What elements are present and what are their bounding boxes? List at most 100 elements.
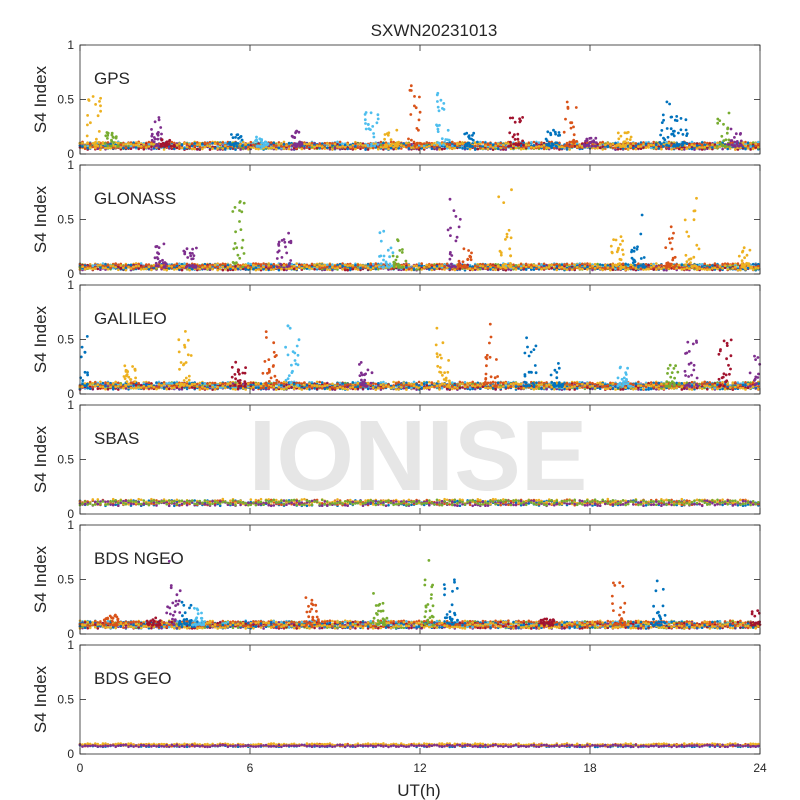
data-point [198, 143, 202, 146]
spike-point [513, 120, 517, 124]
data-point [366, 148, 370, 151]
data-point [91, 264, 95, 268]
data-point [461, 142, 464, 145]
data-point [338, 145, 342, 149]
spike-point [722, 139, 726, 143]
spike-point [628, 144, 632, 148]
spike-point [733, 136, 736, 139]
spike-point [386, 133, 390, 137]
data-point [629, 142, 633, 145]
data-point [178, 142, 181, 145]
data-point [611, 146, 615, 150]
spike-point [98, 100, 101, 103]
data-point [359, 145, 362, 149]
spike-point [622, 140, 626, 144]
data-point [438, 267, 441, 271]
spike-point [549, 133, 553, 137]
data-point [438, 148, 441, 151]
data-point [132, 141, 135, 144]
spike-point [153, 137, 157, 141]
data-point [667, 144, 671, 148]
spike-point [94, 103, 97, 106]
spike-point [589, 141, 592, 145]
spike-point [372, 135, 376, 139]
spike-point [518, 120, 522, 124]
data-point [601, 148, 604, 151]
data-point [134, 143, 138, 147]
data-point [494, 141, 497, 145]
data-point [387, 147, 390, 151]
data-point [106, 141, 110, 144]
spike-point [545, 143, 549, 147]
data-point [611, 142, 615, 146]
data-point [180, 146, 184, 150]
spike-point [157, 116, 161, 119]
spike-point [418, 95, 421, 99]
spike-point [662, 118, 665, 122]
data-point [216, 142, 219, 145]
spike-point [467, 141, 471, 145]
data-point [211, 141, 214, 145]
data-point [530, 141, 533, 144]
data-point [509, 147, 513, 151]
spike-point [106, 144, 110, 148]
data-point [754, 142, 757, 145]
data-point [744, 144, 747, 148]
spike-point [557, 131, 561, 134]
data-point [445, 145, 449, 148]
data-point [466, 147, 469, 151]
data-point [535, 142, 538, 145]
spike-point [87, 98, 90, 102]
data-point [269, 146, 273, 149]
data-point [634, 142, 638, 145]
data-point [300, 147, 304, 151]
data-point [428, 141, 431, 145]
spike-point [409, 84, 413, 88]
data-point [601, 140, 604, 144]
data-point [282, 140, 286, 144]
data-point [522, 147, 525, 151]
data-point [226, 146, 230, 150]
data-point [652, 143, 655, 147]
data-point [473, 147, 477, 150]
spike-point [163, 142, 166, 146]
data-point [655, 143, 658, 146]
data-point [596, 147, 599, 150]
spike-point [110, 131, 114, 135]
data-point [188, 146, 191, 150]
data-point [553, 147, 556, 150]
data-point [379, 140, 383, 144]
spike-point [659, 133, 662, 137]
data-point [700, 146, 704, 149]
spike-point [413, 95, 416, 98]
data-point [145, 146, 148, 149]
data-point [575, 146, 579, 149]
spike-point [569, 144, 573, 148]
data-point [532, 140, 536, 144]
spike-point [86, 114, 89, 117]
spike-point [584, 139, 587, 143]
spike-point [441, 107, 444, 110]
data-point [277, 143, 281, 147]
spike-point [438, 143, 442, 147]
spike-point [568, 140, 572, 144]
data-point [119, 146, 123, 149]
spike-point [716, 121, 720, 125]
data-point [252, 146, 255, 149]
data-point [183, 262, 186, 265]
spike-point [565, 100, 569, 104]
data-point [486, 147, 490, 151]
data-point [690, 143, 694, 146]
data-point [637, 145, 640, 148]
plot-area [80, 165, 760, 274]
data-point [632, 146, 635, 150]
spike-point [159, 126, 163, 129]
data-point [338, 140, 342, 144]
spike-point [373, 144, 376, 148]
spike-point [569, 126, 573, 130]
data-point [99, 148, 102, 151]
data-point [405, 145, 408, 149]
data-point [341, 145, 344, 148]
data-point [249, 140, 253, 144]
